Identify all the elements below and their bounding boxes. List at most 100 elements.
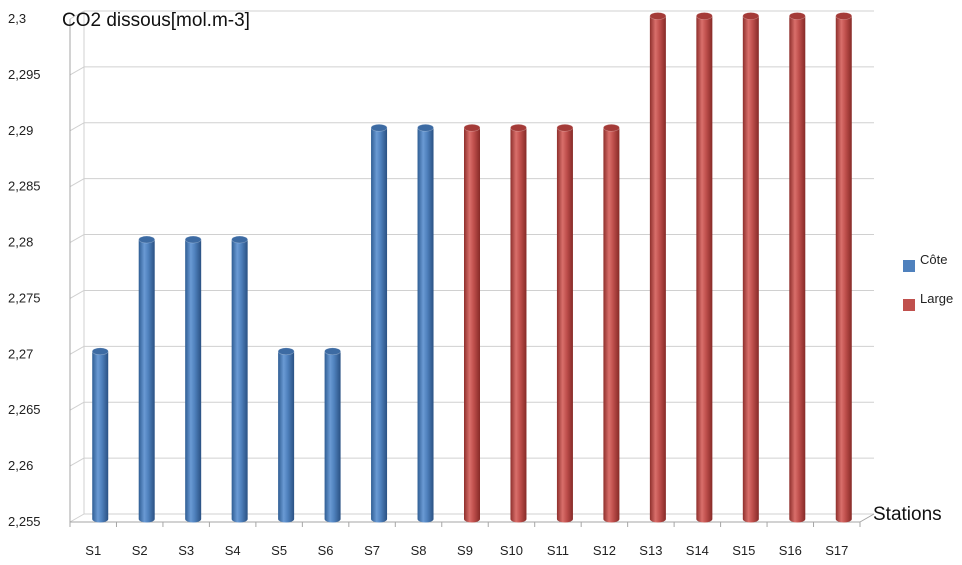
bar-top	[324, 347, 341, 356]
bar-body	[556, 127, 573, 523]
bar-top	[91, 347, 109, 356]
x-tick-label: S8	[411, 543, 427, 558]
bar-top	[742, 12, 760, 20]
x-axis-title: Stations	[873, 504, 942, 525]
x-tick-label: S6	[318, 543, 334, 558]
x-tick-label: S12	[593, 543, 616, 558]
y-tick-label: 2,27	[8, 346, 33, 361]
gridline-depth	[69, 234, 85, 243]
bar-body	[324, 351, 341, 523]
legend-swatch-cote	[903, 260, 915, 272]
bar-top	[649, 12, 667, 20]
x-tick-label: S17	[825, 543, 848, 558]
bar-top	[184, 235, 202, 244]
gridline-depth	[69, 290, 85, 299]
bar-S14	[696, 12, 713, 523]
bar-top	[788, 12, 806, 20]
legend-label-cote: Côte	[920, 252, 947, 267]
y-tick-label: 2,265	[8, 402, 41, 417]
bar-body	[138, 239, 155, 523]
bar-S4	[231, 235, 248, 523]
floor-edge	[859, 513, 875, 523]
x-tick-label: S1	[85, 543, 101, 558]
y-tick-label: 2,3	[8, 11, 26, 26]
bar-top	[277, 347, 295, 356]
bar-S5	[277, 347, 295, 523]
y-tick-label: 2,285	[8, 179, 41, 194]
x-tick-label: S16	[779, 543, 802, 558]
x-tick-label: S7	[364, 543, 380, 558]
bar-S1	[91, 347, 109, 523]
y-tick-label: 2,275	[8, 290, 41, 305]
y-tick-label: 2,28	[8, 235, 33, 250]
x-tick-label: S2	[132, 543, 148, 558]
bar-S6	[324, 347, 341, 523]
bars	[91, 12, 853, 523]
bar-body	[417, 127, 434, 523]
y-axis-title: CO2 dissous[mol.m-3]	[62, 10, 250, 31]
bar-S10	[510, 123, 527, 523]
y-tick-label: 2,255	[8, 514, 41, 529]
bar-body	[464, 127, 480, 523]
bar-body	[278, 351, 295, 523]
bar-body	[649, 16, 666, 523]
bar-S2	[138, 235, 156, 523]
bar-S9	[463, 123, 481, 523]
bar-body	[185, 239, 202, 523]
bar-top	[835, 12, 853, 20]
axes	[69, 11, 875, 527]
bar-top	[138, 235, 156, 244]
bar-top	[696, 12, 713, 20]
x-tick-label: S14	[686, 543, 709, 558]
bar-top	[417, 123, 434, 132]
axis-labels: 2,255 2,26 2,265 2,27 2,275 2,28 2,285 2,29 2,29…	[8, 11, 848, 558]
gridline-depth	[69, 10, 85, 20]
bar-S7	[370, 123, 388, 523]
bar-S13	[649, 12, 667, 523]
gridline-depth	[69, 345, 85, 355]
bar-top	[370, 123, 388, 132]
bar-body	[510, 127, 527, 523]
x-tick-label: S3	[178, 543, 194, 558]
gridline-depth	[69, 457, 85, 467]
x-tick-label: S10	[500, 543, 523, 558]
bar-body	[371, 127, 388, 523]
gridline-depth	[69, 513, 85, 523]
bar-S17	[835, 12, 853, 523]
x-tick-label: S15	[732, 543, 755, 558]
y-tick-label: 2,26	[8, 458, 33, 473]
gridline-depth	[69, 178, 85, 188]
bar-body	[742, 16, 759, 523]
gridline-depth	[69, 401, 85, 411]
bar-S11	[556, 123, 574, 523]
bar-top	[556, 123, 574, 132]
legend-swatch-large	[903, 299, 915, 311]
bar-body	[231, 239, 248, 523]
bar-body	[835, 16, 852, 523]
gridline-depth	[69, 122, 85, 132]
x-tick-label: S9	[457, 543, 473, 558]
legend-label-large: Large	[920, 291, 953, 306]
bar-S8	[417, 123, 434, 523]
bar-body	[92, 351, 109, 523]
x-tick-label: S4	[225, 543, 241, 558]
bar-S16	[788, 12, 806, 523]
y-tick-label: 2,295	[8, 67, 41, 82]
bar-top	[463, 123, 481, 132]
bar-S15	[742, 12, 760, 523]
bar-S12	[603, 123, 620, 523]
y-tick-label: 2,29	[8, 123, 33, 138]
gridline-depth	[69, 66, 85, 76]
x-tick-label: S5	[271, 543, 287, 558]
x-tick-label: S13	[639, 543, 662, 558]
bar-top	[603, 123, 620, 132]
bar-S3	[184, 235, 202, 523]
legend: Côte Large	[903, 252, 953, 311]
bar-top	[231, 235, 248, 244]
bar-body	[789, 16, 806, 523]
bar-top	[510, 123, 527, 132]
bar-body	[603, 127, 620, 523]
bar-body	[696, 16, 713, 523]
x-tick-label: S11	[547, 543, 569, 558]
